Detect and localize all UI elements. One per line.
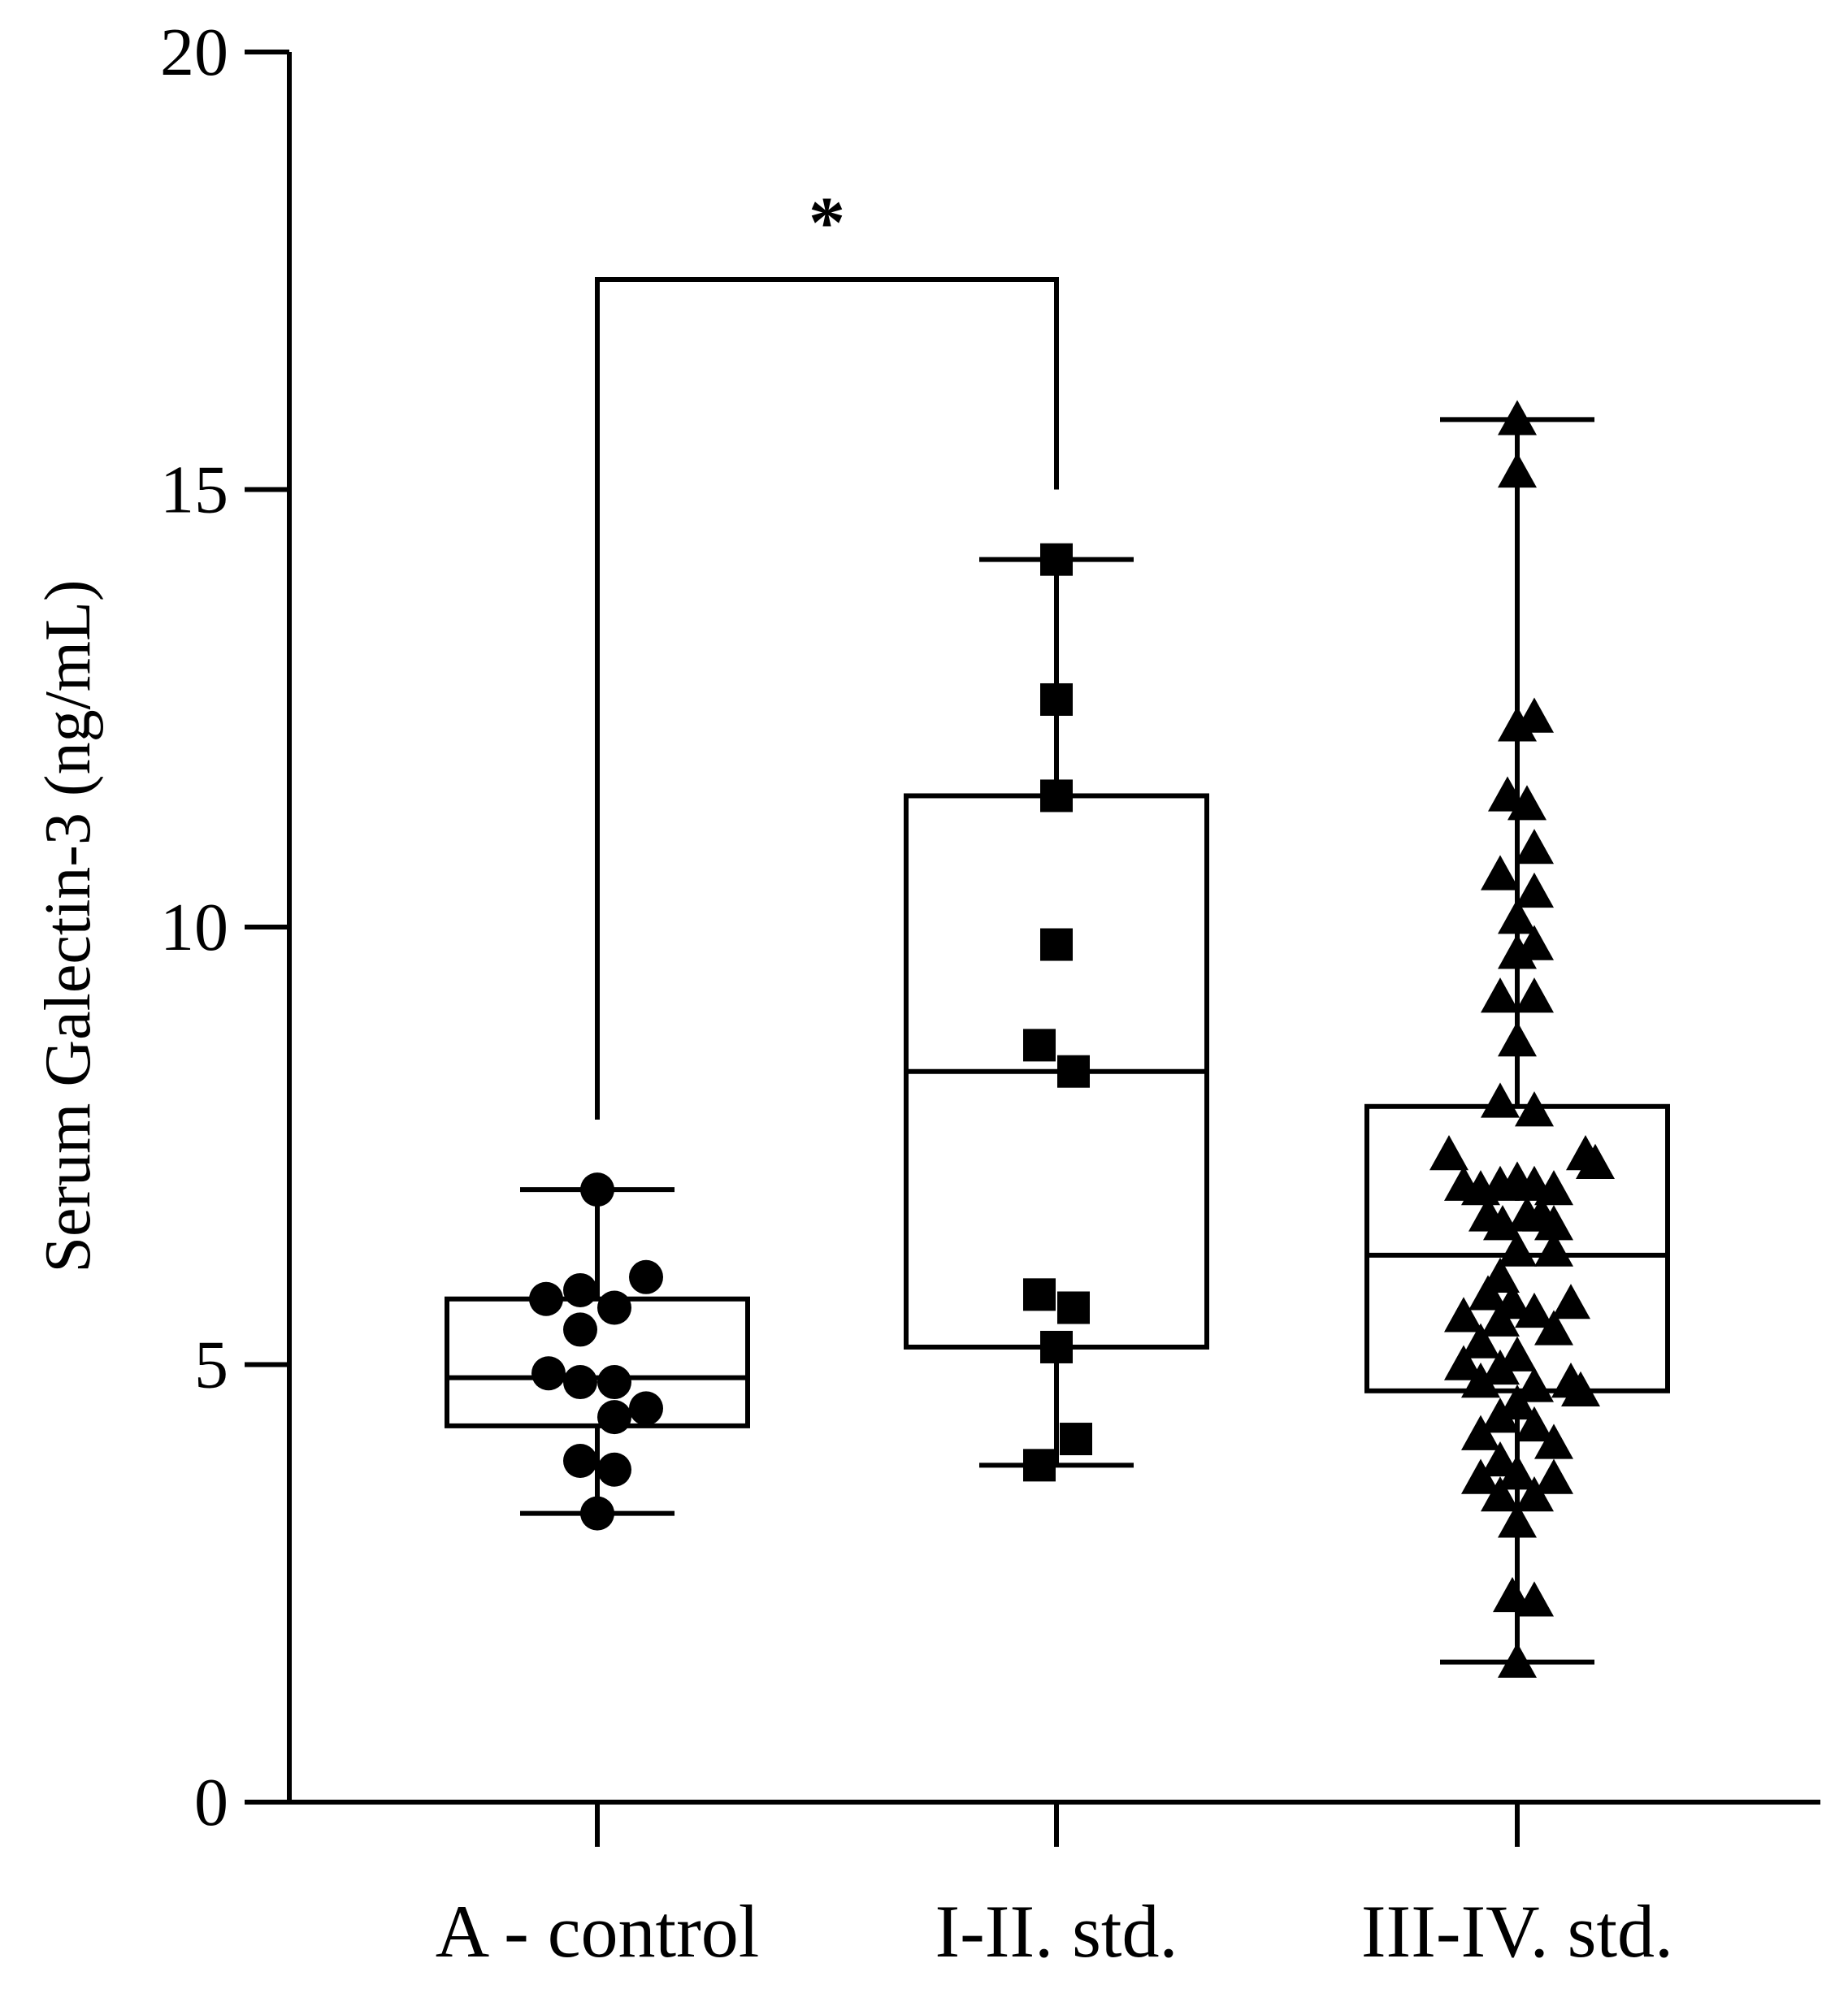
group-2-point-11 [1023, 1449, 1056, 1482]
annotations: * [595, 183, 1059, 1120]
group-3-point-57 [1461, 1458, 1500, 1494]
group-3-point-9 [1515, 872, 1554, 908]
group-1-point-1 [580, 1172, 614, 1207]
group-3-point-7 [1515, 829, 1554, 864]
group-1-point-4 [563, 1272, 597, 1307]
x-tick-label-3: III-IV. std. [1361, 1890, 1673, 1973]
group-1-point-7 [531, 1356, 566, 1391]
group-3-point-13 [1481, 977, 1520, 1013]
group-3-point-2 [1498, 452, 1537, 488]
group-3-point-60 [1515, 1476, 1554, 1512]
group-3-point-44 [1444, 1345, 1483, 1380]
group-3-point-33 [1534, 1231, 1573, 1267]
group-1-box [445, 1296, 750, 1428]
group-2-point-9 [1040, 1330, 1073, 1363]
group-1-point-10 [629, 1391, 663, 1426]
significance-label: * [809, 183, 845, 263]
data-points [529, 400, 1615, 1678]
group-2-point-8 [1057, 1291, 1090, 1324]
group-3-point-39 [1444, 1297, 1483, 1332]
group-3-point-45 [1481, 1349, 1520, 1385]
group-3-point-20 [1576, 1143, 1615, 1179]
group-3-point-56 [1498, 1454, 1537, 1490]
group-3-point-42 [1461, 1323, 1500, 1358]
group-3-point-4 [1498, 706, 1537, 742]
group-3-point-63 [1515, 1581, 1554, 1617]
group-2-point-1 [1040, 543, 1073, 576]
group-3-point-61 [1498, 1502, 1537, 1538]
group-3-point-17 [1515, 1091, 1554, 1127]
group-3-point-37 [1515, 1292, 1554, 1328]
group-1-point-5 [597, 1290, 631, 1325]
group-2-point-7 [1023, 1278, 1056, 1311]
group-3-point-51 [1481, 1398, 1520, 1433]
group-3-point-54 [1534, 1424, 1573, 1459]
group-1-point-6 [563, 1312, 597, 1347]
group-2-point-4 [1040, 928, 1073, 961]
group-3-point-32 [1498, 1231, 1537, 1267]
significance-bracket [595, 277, 1059, 1120]
group-2-point-5 [1023, 1029, 1056, 1062]
group-2-point-6 [1057, 1055, 1090, 1088]
group-3-point-6 [1507, 785, 1547, 821]
group-3-point-38 [1551, 1284, 1590, 1320]
group-3-point-58 [1534, 1458, 1573, 1494]
group-3-point-41 [1534, 1310, 1573, 1346]
group-1-point-13 [597, 1452, 631, 1487]
group-1-point-2 [629, 1259, 663, 1294]
y-axis-label: Serum Galectin-3 (ng/mL) [33, 579, 104, 1272]
group-3-point-46 [1461, 1363, 1500, 1398]
group-3-point-52 [1515, 1406, 1554, 1442]
group-1-point-14 [580, 1496, 614, 1531]
group-3-point-40 [1481, 1301, 1520, 1337]
group-1-point-12 [563, 1443, 597, 1478]
group-3-point-12 [1498, 934, 1537, 969]
group-3-point-59 [1481, 1476, 1520, 1512]
group-3-point-48 [1515, 1367, 1554, 1402]
y-tick-label-20: 20 [160, 15, 228, 90]
y-tick-label-5: 5 [194, 1328, 228, 1403]
group-3-point-35 [1468, 1275, 1507, 1311]
group-1-point-9 [597, 1365, 631, 1400]
group-3-point-26 [1534, 1170, 1573, 1206]
x-tick-label-1: A - control [436, 1890, 760, 1973]
group-2-point-3 [1040, 779, 1073, 812]
group-1-point-8 [563, 1365, 597, 1400]
group-3-point-53 [1461, 1415, 1500, 1450]
y-tick-label-0: 0 [194, 1765, 228, 1840]
group-3-point-18 [1429, 1135, 1468, 1171]
x-tick-label-2: I-II. std. [935, 1890, 1178, 1973]
group-2-point-10 [1060, 1423, 1092, 1456]
group-3-point-15 [1498, 1021, 1537, 1057]
group-1-point-11 [597, 1400, 631, 1435]
group-3-point-16 [1481, 1082, 1520, 1118]
group-3-point-8 [1481, 855, 1520, 890]
y-tick-label-10: 10 [160, 890, 228, 965]
group-1-point-3 [529, 1281, 563, 1316]
axes: 0 5 10 15 20 A - control I-II. std. III-IV. std… [160, 15, 1820, 1973]
y-tick-label-15: 15 [160, 453, 228, 528]
group-2-point-2 [1040, 682, 1073, 716]
group-3-point-31 [1534, 1205, 1573, 1241]
group-3-point-1 [1498, 400, 1537, 436]
group-3-point-49 [1561, 1371, 1600, 1407]
group-3-point-14 [1515, 977, 1554, 1013]
group-3-point-10 [1498, 899, 1537, 934]
group-3-point-64 [1498, 1642, 1537, 1678]
